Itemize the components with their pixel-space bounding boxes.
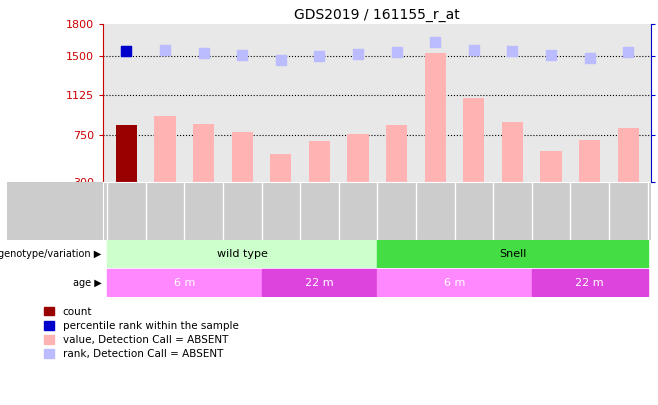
Bar (618, 128, 639, 182)
Point (545, 51, 556, 58)
Bar (116, 125, 137, 182)
Bar (377, 269, 532, 296)
Bar (540, 151, 562, 182)
Point (623, 49, 634, 55)
Bar (386, 125, 407, 182)
Text: Snell: Snell (499, 249, 526, 259)
Point (430, 39, 440, 45)
Bar (193, 124, 215, 182)
Text: 6 m: 6 m (444, 277, 465, 288)
Point (237, 51, 247, 58)
Title: GDS2019 / 161155_r_at: GDS2019 / 161155_r_at (295, 8, 460, 22)
Text: age ▶: age ▶ (72, 277, 101, 288)
Bar (463, 98, 484, 182)
Point (392, 49, 402, 55)
Point (468, 46, 479, 53)
Bar (262, 269, 377, 296)
Text: 6 m: 6 m (174, 277, 195, 288)
Point (121, 47, 132, 54)
Bar (155, 116, 176, 182)
Bar (502, 122, 523, 182)
Bar (579, 140, 600, 182)
Bar (107, 240, 377, 268)
Point (276, 57, 286, 63)
Point (315, 53, 325, 59)
Point (121, 48, 132, 54)
Bar (347, 134, 368, 182)
Text: 22 m: 22 m (575, 277, 604, 288)
Bar (232, 132, 253, 182)
Point (160, 47, 170, 53)
Point (584, 55, 595, 61)
Bar (377, 240, 647, 268)
Text: wild type: wild type (217, 249, 268, 259)
Point (507, 48, 518, 54)
Bar (309, 141, 330, 182)
Bar (116, 125, 137, 182)
Legend: count, percentile rank within the sample, value, Detection Call = ABSENT, rank, : count, percentile rank within the sample… (44, 307, 239, 359)
Bar (424, 53, 446, 182)
Point (353, 51, 363, 57)
Text: 22 m: 22 m (305, 277, 334, 288)
Bar (270, 154, 291, 182)
Point (199, 49, 209, 56)
Bar (107, 269, 262, 296)
Text: genotype/variation ▶: genotype/variation ▶ (0, 249, 101, 259)
Bar (532, 269, 647, 296)
